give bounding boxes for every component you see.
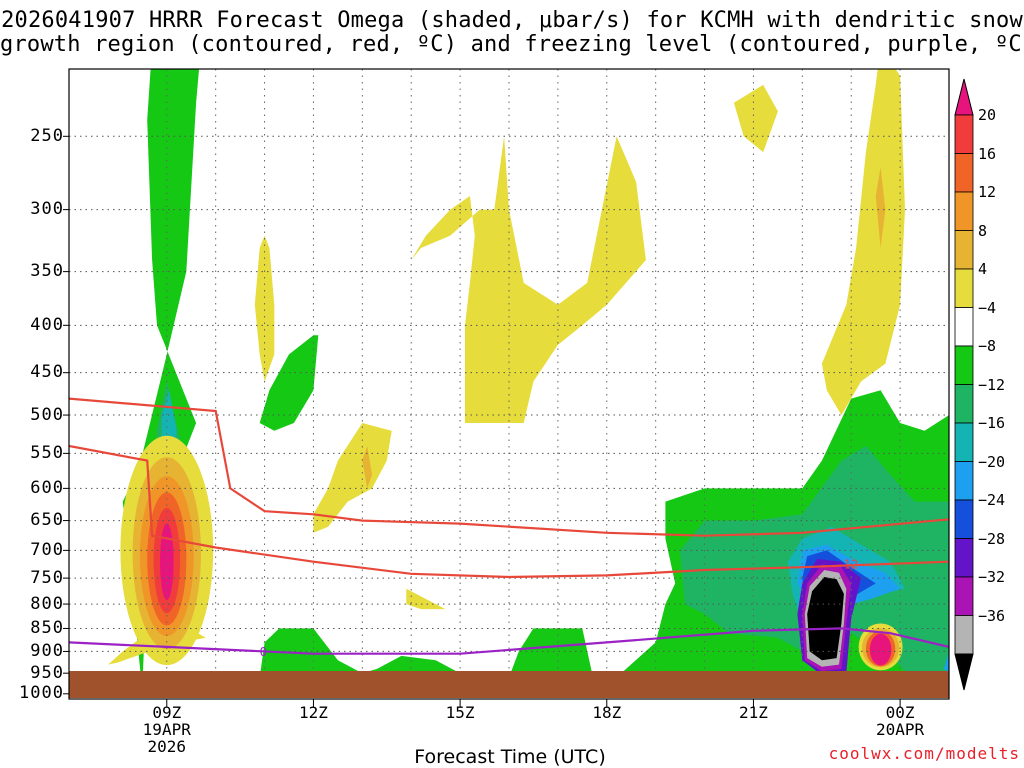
x-tick-line: 19APR <box>142 720 191 739</box>
colorbar-label: −16 <box>978 414 1006 432</box>
y-tick-label-450: 450 <box>30 362 64 383</box>
colorbar-segment-13 <box>954 576 974 616</box>
omega-shade-19 <box>259 628 461 680</box>
omega-shade-18 <box>406 588 446 610</box>
colorbar-label: 8 <box>978 221 988 240</box>
colorbar-label: 16 <box>978 144 997 163</box>
omega-shade-9 <box>160 523 174 600</box>
colorbar-label: −36 <box>978 606 1006 625</box>
colorbar <box>954 78 974 691</box>
colorbar-bottom-arrow <box>954 653 974 691</box>
colorbar-label: −32 <box>978 568 1006 586</box>
omega-shade-13 <box>362 446 373 489</box>
ground-surface <box>69 671 949 698</box>
y-tick-label-350: 350 <box>30 261 64 282</box>
x-tick-label-9: 09Z 19APR 2026 <box>122 704 212 755</box>
y-tick-label-300: 300 <box>30 199 64 220</box>
y-tick-label-600: 600 <box>30 477 64 498</box>
chart-title-line2: growth region (contoured, red, ºC) and f… <box>0 32 1024 57</box>
colorbar-label: 12 <box>978 183 997 201</box>
x-tick-line: 00Z <box>885 703 915 722</box>
omega-shade-29 <box>807 577 844 661</box>
colorbar-label: −28 <box>978 529 1006 548</box>
colorbar-segment-1 <box>954 114 974 154</box>
colorbar-segment-2 <box>954 153 974 193</box>
colorbar-label: −20 <box>978 452 1006 471</box>
y-tick-label-250: 250 <box>30 125 64 146</box>
y-tick-label-750: 750 <box>30 567 64 588</box>
colorbar-segment-8 <box>954 384 974 424</box>
contour-lines: -12 0 <box>69 397 949 659</box>
colorbar-segment-6 <box>954 307 974 347</box>
omega-shade-12 <box>313 423 392 533</box>
y-tick-label-500: 500 <box>30 404 64 425</box>
grid-lines <box>63 69 949 707</box>
colorbar-label: 4 <box>978 260 988 278</box>
dgz-contour-minus18 <box>69 444 949 579</box>
colorbar-label: −4 <box>978 298 997 317</box>
omega-shade-33 <box>869 633 892 666</box>
credit-link[interactable]: coolwx.com/modelts <box>828 744 1020 763</box>
x-axis-title: Forecast Time (UTC) <box>414 746 606 768</box>
colorbar-label: 20 <box>978 106 997 124</box>
y-tick-label-950: 950 <box>30 662 64 683</box>
x-tick-label-15: 15Z <box>415 704 505 721</box>
dgz-contour-minus12 <box>69 397 949 537</box>
colorbar-segment-9 <box>954 422 974 462</box>
omega-shade-14 <box>411 136 646 424</box>
y-tick-label-650: 650 <box>30 510 64 531</box>
y-tick-label-900: 900 <box>30 640 64 661</box>
colorbar-top-arrow <box>954 78 974 116</box>
chart-title-line1: 2026041907 HRRR Forecast Omega (shaded, … <box>1 8 1023 33</box>
freezing-level-contour <box>69 627 949 655</box>
y-tick-label-550: 550 <box>30 442 64 463</box>
dgz-contour-label: -12 <box>837 557 859 571</box>
y-tick-label-1000: 1000 <box>19 683 64 704</box>
x-tick-label-24: 00Z 20APR <box>855 704 945 738</box>
x-tick-label-12: 12Z <box>268 704 358 721</box>
colorbar-segment-4 <box>954 230 974 270</box>
omega-shade-10 <box>254 235 275 382</box>
colorbar-segment-3 <box>954 191 974 231</box>
colorbar-segment-14 <box>954 615 974 655</box>
colorbar-label: −8 <box>978 337 997 355</box>
y-tick-label-800: 800 <box>30 593 64 614</box>
omega-shade-15 <box>733 84 778 153</box>
y-tick-label-850: 850 <box>30 617 64 638</box>
colorbar-segment-5 <box>954 268 974 308</box>
x-tick-line: 09Z <box>152 703 182 722</box>
x-tick-label-18: 18Z <box>562 704 652 721</box>
omega-shade-16 <box>821 69 905 416</box>
omega-shading <box>108 69 949 690</box>
x-tick-line: 18Z <box>592 703 622 722</box>
colorbar-label: −24 <box>978 491 1006 509</box>
x-tick-line: 12Z <box>298 703 328 722</box>
colorbar-label: −12 <box>978 375 1006 394</box>
colorbar-segment-11 <box>954 499 974 539</box>
plot-frame <box>68 68 950 700</box>
x-tick-label-21: 21Z <box>708 704 798 721</box>
omega-shade-20 <box>509 628 593 678</box>
x-tick-line: 21Z <box>738 703 768 722</box>
omega-shade-34 <box>944 651 949 674</box>
y-tick-label-700: 700 <box>30 539 64 560</box>
x-tick-line: 15Z <box>445 703 475 722</box>
x-tick-line: 20APR <box>876 720 925 739</box>
freezing-contour-label: 0 <box>260 645 267 659</box>
colorbar-segment-12 <box>954 538 974 578</box>
colorbar-segment-7 <box>954 345 974 385</box>
y-tick-label-400: 400 <box>30 314 64 335</box>
x-tick-line: 2026 <box>147 737 187 756</box>
omega-shade-11 <box>259 335 319 431</box>
colorbar-segment-10 <box>954 461 974 501</box>
omega-shade-17 <box>875 167 886 248</box>
